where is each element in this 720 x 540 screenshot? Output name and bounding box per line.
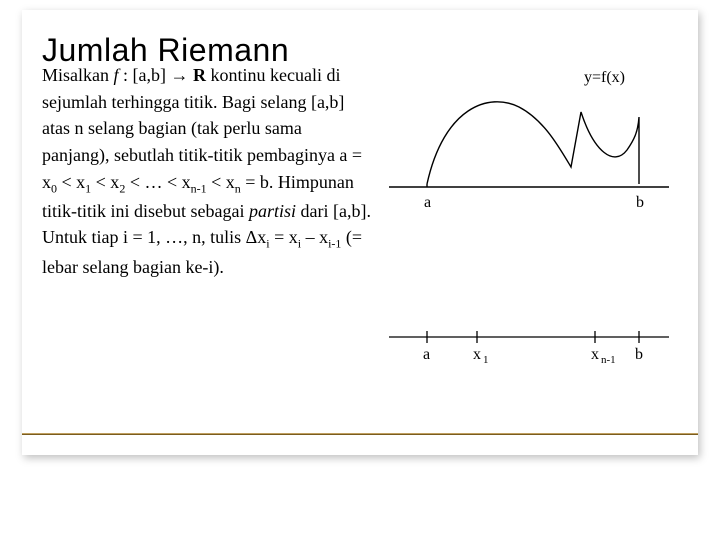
- R-symbol: R: [193, 65, 206, 85]
- text-run: < … < x: [125, 172, 190, 192]
- text-run: = x: [270, 227, 298, 247]
- sub-nm1: n-1: [191, 181, 207, 195]
- partisi-word: partisi: [249, 201, 296, 221]
- sub-im1: i-1: [328, 237, 341, 251]
- svg-text:x: x: [591, 346, 599, 363]
- svg-text:n-1: n-1: [601, 354, 616, 366]
- svg-text:x: x: [473, 346, 481, 363]
- svg-text:1: 1: [483, 354, 489, 366]
- svg-text:b: b: [636, 194, 644, 211]
- curve-figure: a b y=f(x): [379, 52, 679, 222]
- text-run: : [a,b] →: [119, 65, 193, 85]
- svg-text:a: a: [423, 346, 430, 363]
- svg-text:a: a: [424, 194, 431, 211]
- svg-text:y=f(x): y=f(x): [584, 69, 625, 86]
- slide-container: Jumlah Riemann Misalkan f : [a,b] → R ko…: [22, 10, 698, 455]
- partition-figure: ax1xn-1b: [379, 282, 679, 372]
- footer-rule: [22, 433, 698, 435]
- figures-column: aby=f(x) ax1xn-1b: [379, 52, 690, 438]
- svg-text:b: b: [635, 346, 643, 363]
- text-run: < x: [91, 172, 119, 192]
- content-row: Misalkan f : [a,b] → R kontinu kecuali d…: [30, 52, 690, 438]
- body-text: Misalkan f : [a,b] → R kontinu kecuali d…: [30, 52, 379, 438]
- text-run: Misalkan: [42, 65, 114, 85]
- text-run: < x: [57, 172, 85, 192]
- text-run: < x: [207, 172, 235, 192]
- text-run: – x: [301, 227, 328, 247]
